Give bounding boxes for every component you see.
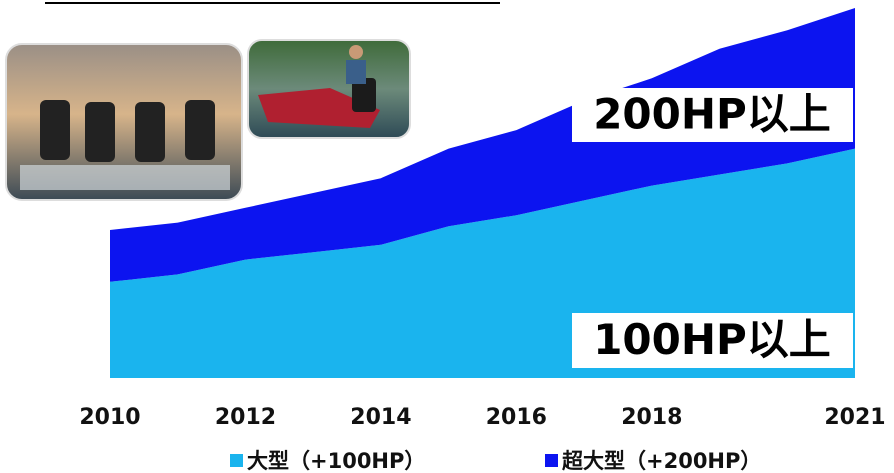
x-tick-label: 2014 bbox=[350, 405, 411, 430]
x-tick-label: 2018 bbox=[621, 405, 682, 430]
annotation: 100HP以上 bbox=[593, 315, 831, 364]
x-tick-label: 2021 bbox=[824, 405, 885, 430]
x-tick-label: 2016 bbox=[486, 405, 547, 430]
legend-label: 超大型（+200HP） bbox=[562, 449, 761, 473]
photo bbox=[248, 40, 410, 138]
x-tick-label: 2010 bbox=[79, 405, 140, 430]
x-tick-label: 2012 bbox=[215, 405, 276, 430]
photo bbox=[6, 44, 242, 200]
legend-swatch bbox=[230, 454, 243, 467]
chart: 201020122014201620182021 200HP以上100HP以上 … bbox=[0, 0, 894, 473]
x-axis: 2010 2012 2014 2016 2018 2021 bbox=[79, 405, 885, 430]
legend-swatch bbox=[545, 454, 558, 467]
legend: 大型（+100HP） 超大型（+200HP） bbox=[230, 449, 761, 473]
annotation: 200HP以上 bbox=[593, 90, 831, 139]
legend-label: 大型（+100HP） bbox=[247, 449, 425, 473]
